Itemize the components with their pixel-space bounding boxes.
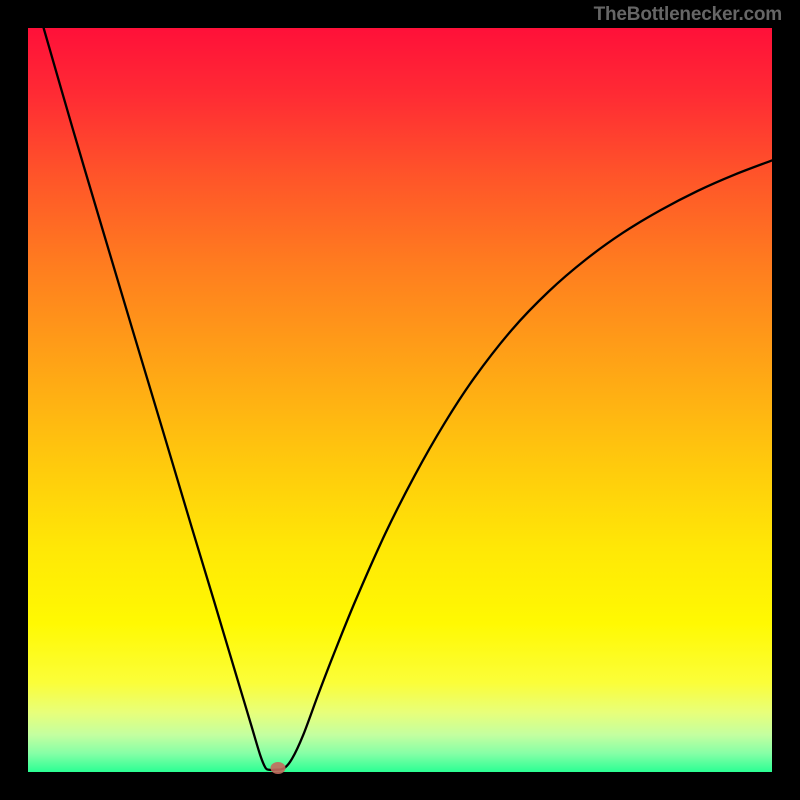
bottleneck-curve <box>0 0 800 800</box>
optimal-point-marker <box>270 762 285 774</box>
watermark-text: TheBottlenecker.com <box>594 4 782 26</box>
